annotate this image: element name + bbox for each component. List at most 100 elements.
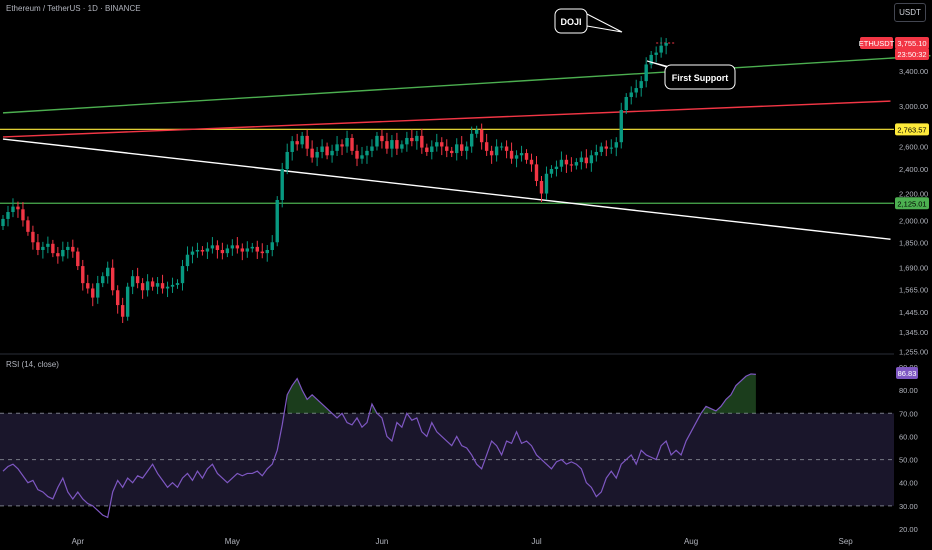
candle xyxy=(589,150,594,172)
candle xyxy=(330,144,334,163)
first-support-callout-box xyxy=(664,64,736,90)
candle xyxy=(425,143,429,156)
candle xyxy=(619,102,623,149)
rsi-tick-label: 60.00 xyxy=(899,432,918,441)
candle xyxy=(66,241,70,259)
candle xyxy=(644,57,648,88)
candle xyxy=(155,277,160,295)
candle xyxy=(649,51,653,69)
time-tick-label: Sep xyxy=(839,537,854,546)
price-tick-label: 3,000.00 xyxy=(899,102,928,111)
candle xyxy=(280,162,284,208)
candle xyxy=(614,137,618,157)
candle xyxy=(519,145,524,162)
candle xyxy=(445,139,449,158)
candle xyxy=(629,86,633,105)
candle xyxy=(370,139,374,158)
candle xyxy=(375,131,379,151)
candle xyxy=(484,133,489,156)
candle xyxy=(569,157,574,172)
candle xyxy=(390,135,394,158)
candle xyxy=(345,130,349,153)
candle xyxy=(659,37,663,58)
svg-text:2,125.01: 2,125.01 xyxy=(897,199,926,208)
candle xyxy=(130,270,135,295)
candle xyxy=(175,279,180,289)
candle xyxy=(110,259,115,296)
candle xyxy=(564,154,569,173)
candle xyxy=(609,139,613,154)
candle xyxy=(16,201,20,218)
candle xyxy=(230,239,235,256)
chart-title: Ethereum / TetherUS · 1D · BINANCE xyxy=(6,4,141,13)
white-trendline[interactable] xyxy=(2,138,891,240)
time-axis[interactable]: Apr May Jun Jul Aug Sep xyxy=(72,537,854,546)
candle xyxy=(46,236,50,254)
candle xyxy=(150,277,155,291)
rsi-tick-label: 70.00 xyxy=(899,409,918,418)
candle xyxy=(664,38,668,55)
green-level-badge: 2,125.01 xyxy=(895,197,929,210)
candle xyxy=(335,136,339,156)
candle xyxy=(31,225,35,250)
candle xyxy=(145,274,150,297)
candle xyxy=(365,145,369,164)
candle xyxy=(634,79,638,98)
candle xyxy=(1,215,5,230)
last-price-badge: 3,755.10 xyxy=(895,37,929,50)
candle xyxy=(235,237,240,254)
candle xyxy=(250,242,254,253)
candle xyxy=(509,142,514,164)
red-trendline[interactable] xyxy=(2,100,891,138)
candle xyxy=(430,140,434,160)
price-tick-label: 1,345.00 xyxy=(899,328,928,337)
candle xyxy=(285,143,289,175)
price-axis[interactable]: 3,400.00 3,000.00 2,600.00 2,400.00 2,200.00… xyxy=(899,67,928,356)
price-tick-label: 2,200.00 xyxy=(899,190,928,199)
first-support-callout[interactable]: First Support xyxy=(646,60,736,90)
doji-callout-box xyxy=(554,8,588,34)
candle xyxy=(554,160,559,177)
candle xyxy=(96,275,100,304)
candle xyxy=(51,239,55,258)
candle xyxy=(290,136,294,161)
doji-label: DOJI xyxy=(560,17,581,27)
rsi-tick-label: 20.00 xyxy=(899,525,918,534)
price-tick-label: 1,690.00 xyxy=(899,264,928,273)
candle xyxy=(11,198,15,218)
currency-button[interactable]: USDT xyxy=(894,3,926,22)
green-support-trendline[interactable] xyxy=(2,54,931,114)
candle xyxy=(195,242,200,258)
first-support-label: First Support xyxy=(672,73,729,83)
candle xyxy=(455,138,459,161)
rsi-overbought-fill xyxy=(287,378,333,414)
time-tick-label: Aug xyxy=(684,537,698,546)
price-tick-label: 1,565.00 xyxy=(899,285,928,294)
horizontal-lines xyxy=(0,42,894,204)
candle xyxy=(180,259,185,291)
candle xyxy=(315,146,319,167)
candle xyxy=(350,134,354,155)
price-tick-label: 2,400.00 xyxy=(899,165,928,174)
candle xyxy=(106,261,110,284)
candle xyxy=(26,216,30,236)
candle xyxy=(81,259,85,291)
time-tick-label: Jun xyxy=(375,537,388,546)
candle xyxy=(101,272,105,288)
doji-callout[interactable]: DOJI xyxy=(554,8,623,34)
candle xyxy=(584,149,589,169)
time-tick-label: May xyxy=(225,537,240,546)
candle xyxy=(524,149,529,164)
candle xyxy=(170,277,175,293)
candle xyxy=(265,244,269,262)
svg-text:2,763.57: 2,763.57 xyxy=(897,125,926,134)
candle xyxy=(210,237,215,254)
candle xyxy=(464,141,469,160)
trendlines xyxy=(2,54,931,240)
candle xyxy=(599,142,604,156)
candle xyxy=(245,241,250,258)
candle xyxy=(305,129,309,157)
rsi-last-value: 86.83 xyxy=(898,369,917,378)
